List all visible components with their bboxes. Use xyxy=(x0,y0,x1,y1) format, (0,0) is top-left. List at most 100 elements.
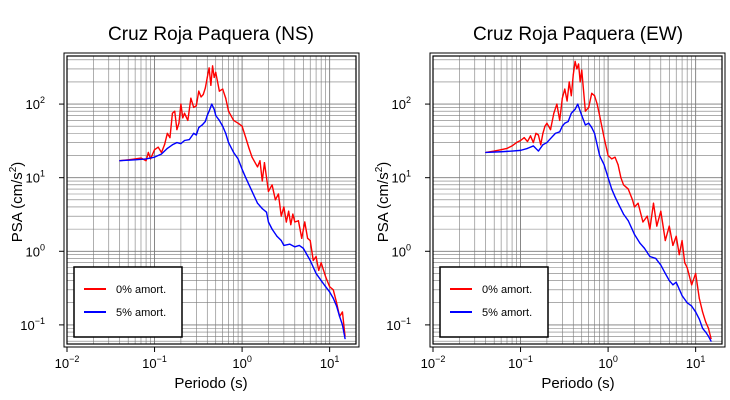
data-point xyxy=(611,188,613,190)
data-point xyxy=(532,141,534,144)
data-point xyxy=(701,311,704,313)
data-point xyxy=(233,119,235,122)
data-point xyxy=(267,221,270,223)
data-point xyxy=(341,324,344,326)
data-point xyxy=(222,88,224,90)
data-point xyxy=(208,110,210,112)
data-point xyxy=(553,112,555,114)
data-point xyxy=(519,149,522,151)
data-point xyxy=(233,151,235,154)
data-point xyxy=(698,297,700,299)
data-point xyxy=(267,190,270,193)
data-point xyxy=(633,206,636,208)
data-point xyxy=(707,335,710,337)
data-point xyxy=(532,145,534,147)
data-point xyxy=(588,122,590,124)
data-point xyxy=(245,177,247,179)
y-tick-label: 101 xyxy=(26,169,45,186)
data-point xyxy=(163,144,166,146)
data-point xyxy=(218,90,220,92)
data-point xyxy=(248,147,250,149)
data-point xyxy=(309,259,311,262)
data-point xyxy=(237,158,239,160)
data-point xyxy=(277,193,280,195)
data-point xyxy=(318,269,320,271)
data-point xyxy=(668,225,670,227)
data-point xyxy=(652,202,655,204)
data-point xyxy=(198,90,200,92)
data-point xyxy=(304,221,306,223)
data-point xyxy=(593,132,596,134)
y-tick-label: 10−1 xyxy=(20,316,45,333)
data-point xyxy=(312,259,314,262)
data-point xyxy=(564,88,566,90)
data-point xyxy=(325,276,327,278)
data-point xyxy=(285,221,287,223)
data-point xyxy=(622,184,625,186)
data-point xyxy=(157,146,159,148)
data-point xyxy=(523,137,525,139)
data-point xyxy=(577,103,579,105)
data-point xyxy=(549,137,552,140)
data-point xyxy=(622,213,625,215)
data-point xyxy=(202,93,204,96)
legend-label: 5% amort. xyxy=(116,307,166,319)
chart-title: Cruz Roja Paquera (EW) xyxy=(473,24,683,45)
data-point xyxy=(211,65,214,67)
data-point xyxy=(208,67,210,69)
data-point xyxy=(288,210,290,212)
data-point xyxy=(280,239,282,242)
data-point xyxy=(546,141,548,144)
data-point xyxy=(596,103,598,105)
data-point xyxy=(263,162,266,164)
data-point xyxy=(568,81,570,83)
x-tick-label: 10−2 xyxy=(55,354,80,371)
data-point xyxy=(183,139,186,142)
data-point xyxy=(705,321,707,323)
data-point xyxy=(526,140,529,143)
y-axis-label: PSA (cm/s2) xyxy=(8,162,26,243)
data-point xyxy=(559,131,561,133)
data-point xyxy=(581,69,583,71)
data-point xyxy=(204,87,206,89)
y-tick-label: 101 xyxy=(392,169,411,186)
data-point xyxy=(614,196,616,198)
data-point xyxy=(180,143,182,145)
data-point xyxy=(672,244,674,247)
legend-box xyxy=(73,266,183,338)
data-point xyxy=(171,144,174,146)
data-point xyxy=(493,150,495,152)
data-point xyxy=(655,257,657,260)
plot-frame xyxy=(66,55,357,345)
data-point xyxy=(276,235,278,237)
y-axis-label: PSA (cm/s2) xyxy=(374,162,392,243)
data-point xyxy=(145,158,147,160)
data-point xyxy=(280,215,282,217)
series-blue xyxy=(119,103,346,340)
data-point xyxy=(259,160,261,162)
data-point xyxy=(664,239,666,242)
data-point xyxy=(210,84,212,86)
x-axis-label: Periodo (s) xyxy=(174,375,247,392)
data-point xyxy=(637,202,639,204)
data-point xyxy=(710,338,712,340)
data-point xyxy=(153,149,156,151)
data-point xyxy=(566,100,568,102)
plot-frame xyxy=(432,55,723,345)
data-point xyxy=(695,311,697,313)
data-point xyxy=(561,97,563,99)
data-point xyxy=(176,141,178,144)
data-point xyxy=(147,151,149,154)
data-point xyxy=(681,295,683,297)
data-point xyxy=(198,126,200,129)
data-point xyxy=(639,242,641,244)
data-point xyxy=(588,106,590,109)
data-point xyxy=(227,141,230,144)
data-point xyxy=(153,156,156,158)
data-point xyxy=(166,132,168,134)
data-point xyxy=(320,262,322,264)
legend-box xyxy=(439,266,549,338)
data-point xyxy=(182,117,184,119)
legend: 0% amort. 5% amort. xyxy=(439,266,549,338)
